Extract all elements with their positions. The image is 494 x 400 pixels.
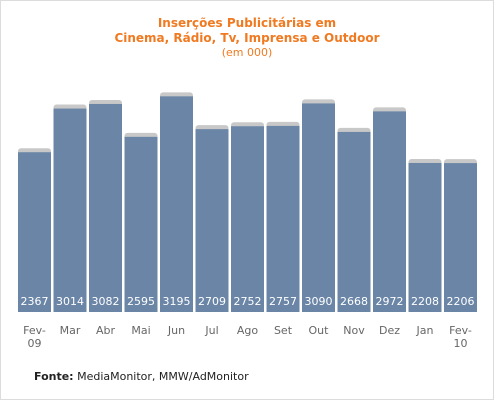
bar-value-label: 2752: [234, 295, 262, 308]
x-tick-label: Mai: [131, 324, 150, 337]
bar-value-label: 2972: [376, 295, 404, 308]
x-tick-label: Jan: [416, 324, 434, 337]
bar: [337, 131, 371, 312]
bar-value-label: 2206: [447, 295, 475, 308]
bar-value-label: 2367: [21, 295, 49, 308]
chart-subtitle: (em 000): [221, 46, 273, 59]
source-note: Fonte: MediaMonitor, MMW/AdMonitor: [34, 370, 249, 383]
bar-value-label: 3090: [305, 295, 333, 308]
bar-value-label: 3082: [92, 295, 120, 308]
x-tick-label: Ago: [237, 324, 259, 337]
bar: [444, 163, 477, 312]
x-tick-label: Out: [309, 324, 330, 337]
source-label: Fonte:: [34, 370, 74, 383]
bar: [160, 96, 193, 313]
bar: [195, 129, 229, 312]
bar: [302, 103, 335, 312]
bar: [124, 136, 158, 312]
x-tick-label: Jun: [167, 324, 185, 337]
chart-title-line-1: Inserções Publicitárias em: [157, 16, 337, 30]
bar-value-label: 2208: [411, 295, 439, 308]
x-tick-label: Mar: [60, 324, 81, 337]
bar-value-label: 2709: [198, 295, 226, 308]
x-tick-label: Jul: [204, 324, 218, 337]
x-tick-label: Set: [274, 324, 293, 337]
bar-value-label: 3195: [163, 295, 191, 308]
x-tick-label: Dez: [379, 324, 400, 337]
bar-value-label: 3014: [56, 295, 84, 308]
bar-value-label: 2668: [340, 295, 368, 308]
bar: [373, 111, 406, 312]
bar: [18, 152, 51, 312]
x-tick-label: Fev-10: [449, 324, 472, 350]
bar: [408, 162, 442, 312]
chart-title-line-2: Cinema, Rádio, Tv, Imprensa e Outdoor: [114, 31, 380, 45]
x-tick-label: Abr: [96, 324, 116, 337]
source-text: MediaMonitor, MMW/AdMonitor: [73, 370, 249, 383]
x-tick-label: Fev-09: [23, 324, 46, 350]
bar-value-label: 2595: [127, 295, 155, 308]
x-tick-label: Nov: [343, 324, 365, 337]
bar-value-label: 2757: [269, 295, 297, 308]
bar: [53, 108, 87, 313]
bar: [266, 125, 300, 312]
bar: [89, 103, 122, 312]
bar: [231, 126, 264, 313]
